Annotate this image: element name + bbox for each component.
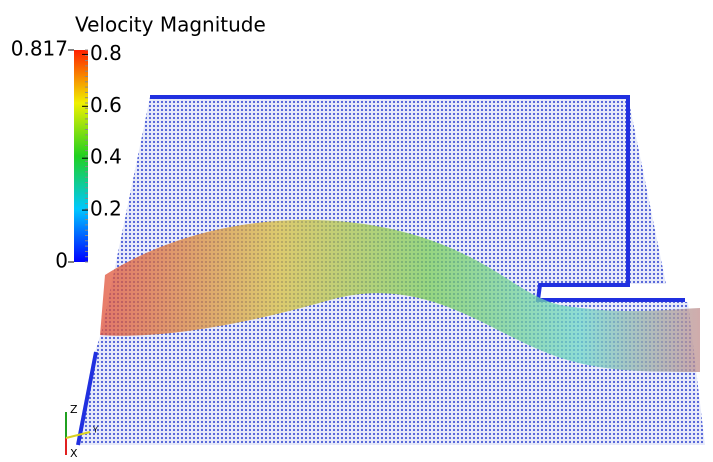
tick-label: 0.8 <box>90 41 122 65</box>
range-label: 0 <box>55 249 68 273</box>
tick-label: 0.2 <box>90 197 122 221</box>
axis-label: X <box>70 447 78 460</box>
colorbar-title: Velocity Magnitude <box>75 13 266 37</box>
range-label: 0.817 <box>11 37 68 61</box>
render-view: Velocity Magnitude 0.20.40.60.800.817 Z … <box>0 0 713 462</box>
tick-label: 0.4 <box>90 145 122 169</box>
axis-label: Z <box>70 403 78 416</box>
tick-label: 0.6 <box>90 93 122 117</box>
axis-label: Y <box>92 426 98 435</box>
